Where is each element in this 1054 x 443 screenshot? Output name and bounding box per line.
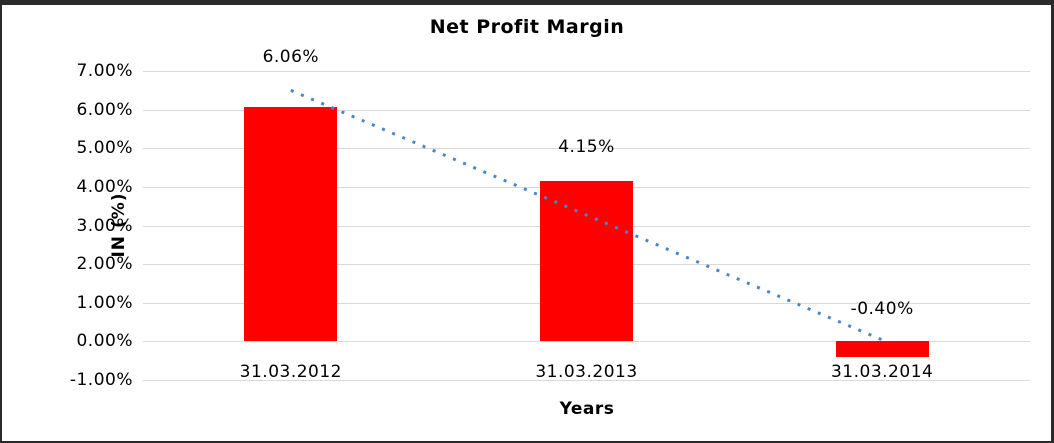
gridline: [143, 380, 1030, 381]
y-tick-label: 6.00%: [76, 99, 133, 120]
category-label: 31.03.2012: [239, 362, 342, 382]
bar-value-label: -0.40%: [850, 299, 914, 320]
bar: [244, 107, 338, 342]
gridline: [143, 341, 1030, 343]
plot-area: [143, 71, 1030, 381]
trendline: [290, 88, 883, 342]
y-tick-label: 3.00%: [76, 215, 133, 236]
bar: [540, 181, 633, 342]
chart-title: Net Profit Margin: [429, 16, 625, 38]
category-label: 31.03.2014: [830, 362, 934, 382]
bar-value-label: 4.15%: [558, 137, 615, 158]
y-tick-label: 5.00%: [76, 138, 133, 159]
bar: [835, 341, 929, 357]
y-tick-label: -1.00%: [69, 370, 133, 390]
y-tick-label: 0.00%: [76, 331, 133, 352]
gridline: [143, 109, 1030, 111]
trendline-path: [290, 88, 883, 342]
y-tick-label: 4.00%: [76, 176, 133, 197]
bar-value-label: 6.06%: [262, 47, 320, 68]
y-tick-label: 7.00%: [76, 61, 133, 81]
y-tick-label: 1.00%: [76, 292, 133, 313]
x-axis-title: Years: [559, 399, 615, 419]
gridline: [143, 148, 1030, 150]
y-tick-label: 2.00%: [76, 254, 133, 275]
gridline: [143, 71, 1030, 72]
category-label: 31.03.2013: [535, 362, 638, 382]
